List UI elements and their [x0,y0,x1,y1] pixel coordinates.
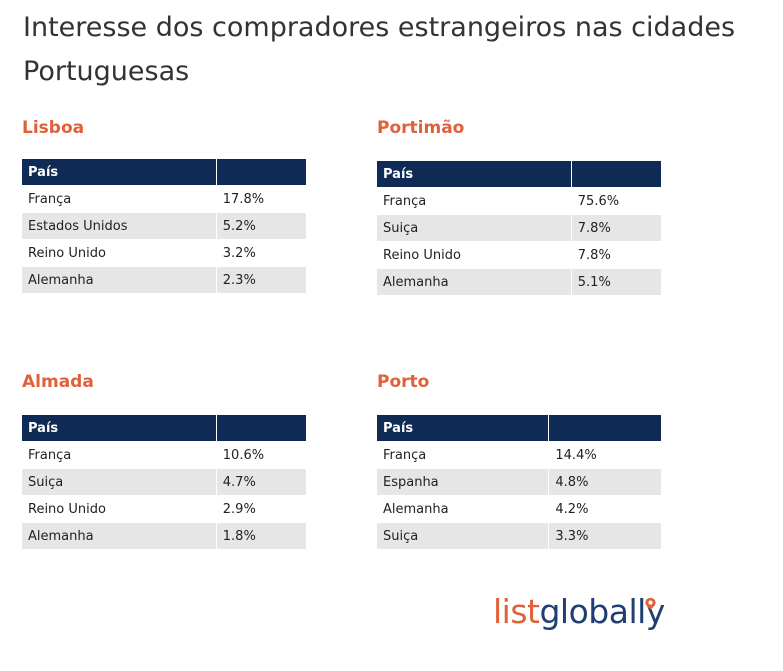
percent-cell: 17.8% [216,185,306,213]
country-cell: Suiça [377,214,572,242]
city-table: País França 75.6% Suiça 7.8% Reino Unido… [377,161,661,295]
city-table: País França 14.4% Espanha 4.8% Alemanha … [377,415,661,549]
city-table: País França 10.6% Suiça 4.7% Reino Unido… [22,415,306,549]
percent-cell: 14.4% [548,441,661,469]
percent-cell: 4.8% [548,468,661,496]
country-cell: França [377,187,572,215]
country-cell: Alemanha [22,266,217,293]
city-block-lisboa: Lisboa País França 17.8% Estados Unidos … [22,117,312,293]
logo-text-list: list [493,592,540,631]
percent-cell: 1.8% [216,522,306,549]
country-cell: Reino Unido [377,241,572,269]
percent-cell: 75.6% [571,187,661,215]
city-block-almada: Almada País França 10.6% Suiça 4.7% Rein… [22,371,312,549]
country-cell: Reino Unido [22,495,217,523]
country-cell: Suiça [377,522,550,549]
percent-cell: 5.2% [216,212,306,240]
column-header-value [571,161,661,188]
city-table: País França 17.8% Estados Unidos 5.2% Re… [22,159,306,293]
country-cell: Alemanha [377,268,572,295]
column-header-value [216,415,306,442]
country-cell: Suiça [22,468,217,496]
percent-cell: 5.1% [571,268,661,295]
listglobally-logo: listglobally [493,592,665,632]
percent-cell: 4.7% [216,468,306,496]
table-row: Alemanha 2.3% [22,266,306,293]
table-row: França 17.8% [22,185,306,213]
table-header-row: País [22,159,306,186]
country-cell: Alemanha [22,522,217,549]
table-row: Suiça 3.3% [377,522,661,549]
table-header-row: País [377,415,661,442]
column-header-value [216,159,306,186]
table-row: Reino Unido 7.8% [377,241,661,269]
country-cell: França [22,441,217,469]
percent-cell: 2.9% [216,495,306,523]
percent-cell: 3.3% [548,522,661,549]
country-cell: Alemanha [377,495,550,523]
column-header-country: País [377,415,550,442]
country-cell: Estados Unidos [22,212,217,240]
column-header-country: País [22,159,217,186]
percent-cell: 7.8% [571,241,661,269]
page-title: Interesse dos compradores estrangeiros n… [23,12,736,87]
table-header-row: País [377,161,661,188]
city-block-porto: Porto País França 14.4% Espanha 4.8% Ale… [377,371,667,549]
table-row: Suiça 7.8% [377,214,661,242]
table-row: França 10.6% [22,441,306,469]
table-row: Espanha 4.8% [377,468,661,496]
country-cell: França [377,441,550,469]
table-row: França 14.4% [377,441,661,469]
country-cell: Espanha [377,468,550,496]
city-title: Porto [377,372,430,392]
table-row: Alemanha 1.8% [22,522,306,549]
percent-cell: 2.3% [216,266,306,293]
country-cell: França [22,185,217,213]
logo-text-globally: globally [539,592,665,631]
city-title: Almada [22,372,94,392]
city-title: Lisboa [22,118,85,138]
percent-cell: 4.2% [548,495,661,523]
column-header-country: País [377,161,572,188]
city-block-portimao: Portimão País França 75.6% Suiça 7.8% Re… [377,117,667,295]
table-row: França 75.6% [377,187,661,215]
table-row: Suiça 4.7% [22,468,306,496]
percent-cell: 7.8% [571,214,661,242]
column-header-country: País [22,415,217,442]
table-row: Reino Unido 2.9% [22,495,306,523]
table-row: Alemanha 5.1% [377,268,661,295]
percent-cell: 3.2% [216,239,306,267]
country-cell: Reino Unido [22,239,217,267]
table-row: Reino Unido 3.2% [22,239,306,267]
column-header-value [548,415,661,442]
table-row: Alemanha 4.2% [377,495,661,523]
table-row: Estados Unidos 5.2% [22,212,306,240]
percent-cell: 10.6% [216,441,306,469]
location-pin-icon [645,597,656,610]
city-title: Portimão [377,118,465,138]
table-header-row: País [22,415,306,442]
